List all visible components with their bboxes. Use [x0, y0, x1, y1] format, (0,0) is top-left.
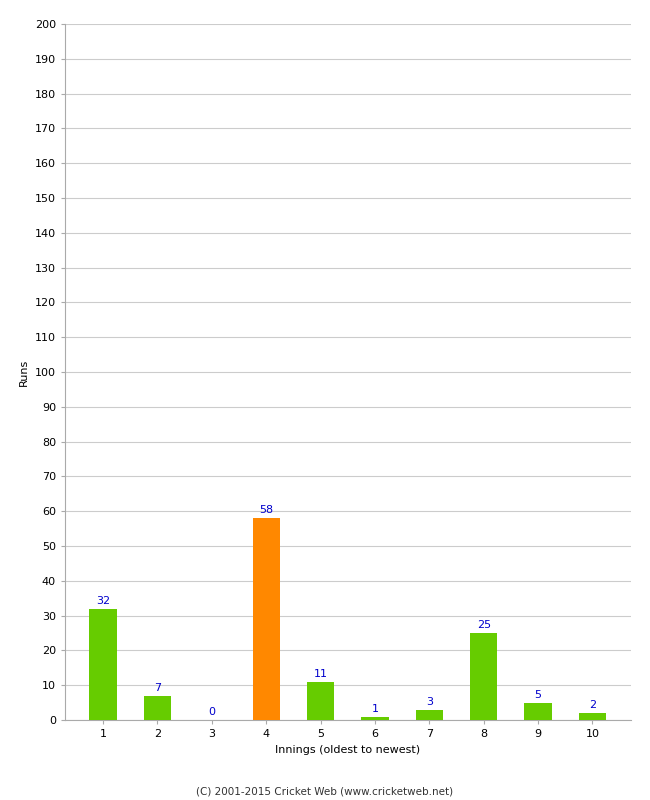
Bar	[579, 713, 606, 720]
X-axis label: Innings (oldest to newest): Innings (oldest to newest)	[275, 745, 421, 754]
Text: 7: 7	[154, 683, 161, 693]
Y-axis label: Runs: Runs	[20, 358, 29, 386]
Bar	[90, 609, 116, 720]
Text: 0: 0	[208, 707, 215, 718]
Bar	[307, 682, 334, 720]
Text: 3: 3	[426, 697, 433, 706]
Text: 25: 25	[476, 620, 491, 630]
Text: 2: 2	[589, 700, 596, 710]
Text: 5: 5	[534, 690, 541, 700]
Bar	[361, 717, 389, 720]
Text: 58: 58	[259, 506, 273, 515]
Text: (C) 2001-2015 Cricket Web (www.cricketweb.net): (C) 2001-2015 Cricket Web (www.cricketwe…	[196, 786, 454, 796]
Text: 1: 1	[371, 704, 378, 714]
Bar	[416, 710, 443, 720]
Bar	[253, 518, 280, 720]
Text: 32: 32	[96, 596, 110, 606]
Bar	[144, 696, 171, 720]
Bar	[525, 702, 552, 720]
Bar	[470, 633, 497, 720]
Text: 11: 11	[313, 669, 328, 679]
